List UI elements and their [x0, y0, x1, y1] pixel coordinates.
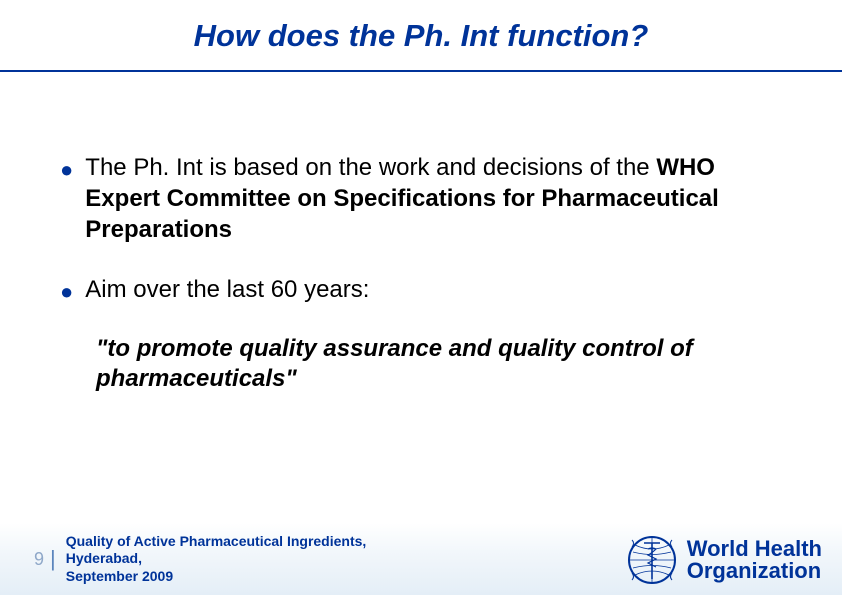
bullet-text: Aim over the last 60 years:	[85, 274, 369, 305]
bullet-prefix: The Ph. Int is based on the work and dec…	[85, 154, 656, 181]
who-emblem-icon	[627, 535, 677, 585]
footer-line1: Quality of Active Pharmaceutical Ingredi…	[66, 533, 367, 567]
bullet-text: The Ph. Int is based on the work and dec…	[85, 152, 782, 246]
slide-title: How does the Ph. Int function?	[0, 0, 842, 68]
quote-text: "to promote quality assurance and qualit…	[60, 334, 782, 394]
footer: 9 | Quality of Active Pharmaceutical Ing…	[0, 523, 842, 595]
who-logo-text: World Health Organization	[687, 538, 822, 582]
footer-text: Quality of Active Pharmaceutical Ingredi…	[66, 533, 446, 586]
bullet-item: ● Aim over the last 60 years:	[60, 274, 782, 307]
slide: How does the Ph. Int function? ● The Ph.…	[0, 0, 842, 595]
bullet-prefix: Aim over the last 60 years:	[85, 276, 369, 303]
logo-line2: Organization	[687, 558, 821, 583]
bullet-item: ● The Ph. Int is based on the work and d…	[60, 152, 782, 246]
bullet-marker-icon: ●	[60, 156, 73, 185]
page-number: 9	[34, 549, 44, 570]
content-area: ● The Ph. Int is based on the work and d…	[0, 72, 842, 394]
who-logo: World Health Organization	[627, 535, 822, 585]
footer-line2: September 2009	[66, 568, 173, 584]
page-divider: |	[50, 546, 56, 572]
bullet-marker-icon: ●	[60, 278, 73, 307]
